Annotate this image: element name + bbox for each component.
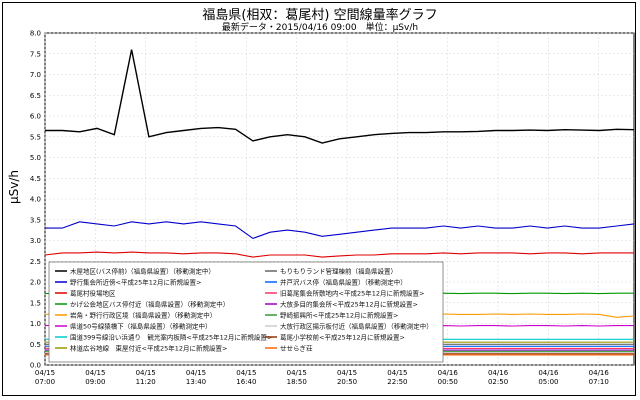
x-tick-time: 18:50 (287, 378, 307, 386)
legend-label: 国道399号線沿い浜通り 観光案内板隣<平成25年12月に新規設置> (70, 332, 272, 341)
y-tick-label: 2.0 (30, 279, 41, 287)
x-tick-date: 04/15 (136, 369, 156, 377)
series-line (44, 251, 634, 258)
y-tick-label: 1.0 (30, 320, 41, 328)
y-tick-label: 3.5 (30, 216, 41, 224)
legend-label: 野行集会所近傍<平成25年12月に新規設置> (70, 277, 201, 286)
y-tick-label: 4.0 (30, 196, 41, 204)
x-tick-date: 04/15 (387, 369, 407, 377)
y-tick-label: 4.5 (30, 175, 41, 183)
y-tick-label: 6.5 (30, 92, 41, 100)
y-tick-label: 6.0 (30, 113, 41, 121)
x-tick-date: 04/16 (438, 369, 459, 377)
y-tick-label: 5.5 (30, 133, 41, 141)
y-tick-label: 0.5 (30, 341, 41, 349)
x-tick-time: 07:10 (589, 378, 609, 386)
legend-label: かげ公会地区バス停付近（福島県設置）（移動測定中） (70, 299, 229, 308)
y-tick-label: 7.0 (30, 71, 41, 79)
legend-label: 葛尾小学校前<平成25年12月に新規設置> (280, 332, 405, 341)
y-tick-label: 0.0 (30, 362, 41, 370)
x-tick-time: 09:00 (85, 378, 105, 386)
legend-label: 岩角・野行行政区境（福島県設置）（移動測定中） (70, 310, 216, 319)
x-tick-date: 04/15 (85, 369, 105, 377)
x-tick-date: 04/16 (538, 369, 559, 377)
x-tick-date: 04/16 (589, 369, 610, 377)
legend-label: 葛尾村役場地区 (70, 288, 116, 297)
x-tick-time: 11:20 (136, 378, 156, 386)
x-tick-date: 04/15 (35, 369, 55, 377)
series-line (45, 49, 635, 144)
x-tick-time: 05:00 (538, 378, 558, 386)
x-tick-time: 16:40 (236, 378, 256, 386)
x-tick-time: 20:50 (337, 378, 357, 386)
x-tick-time: 13:40 (186, 378, 206, 386)
x-tick-date: 04/16 (488, 369, 509, 377)
chart-title: 福島県(相双：葛尾村) 空間線量率グラフ (202, 8, 438, 23)
legend-label: 大放多目的集会所<平成25年12月に新規設置> (280, 299, 418, 308)
x-tick-date: 04/15 (186, 369, 206, 377)
x-tick-time: 07:00 (35, 378, 55, 386)
y-tick-label: 1.5 (30, 299, 41, 307)
chart-subtitle: 最新データ・2015/04/16 09:00 単位：μSv/h (221, 23, 419, 33)
legend-label: 大放行政区揚示板付近（福島県設置）（移動測定中） (280, 321, 433, 330)
legend-label: 林道広谷地線 東屋付近<平成25年12月に新規設置> (70, 343, 227, 352)
legend: 木屋地区(バス停前)（福島県設置）（移動測定中） 野行集会所近傍<平成25年12月… (48, 261, 444, 363)
y-tick-label: 2.5 (30, 258, 41, 266)
x-tick-time: 00:50 (438, 378, 458, 386)
legend-label: 旧葛尾集会所敷地内<平成25年12月に新規設置> (280, 288, 424, 297)
legend-label: もりもりランド管理棟前（福島県設置） (280, 266, 397, 275)
y-tick-label: 5.0 (30, 154, 41, 162)
x-tick-date: 04/15 (287, 369, 307, 377)
y-tick-label: 3.0 (30, 237, 41, 245)
x-tick-date: 04/15 (337, 369, 357, 377)
legend-label: 県道50号線猿橋下（福島県設置）（移動測定中） (70, 321, 212, 330)
legend-box (48, 261, 444, 363)
series-line (45, 221, 635, 240)
legend-label: 野崎振興所<平成25年12月に新規設置> (280, 310, 398, 319)
x-tick-date: 04/15 (236, 369, 256, 377)
y-tick-label: 8.0 (30, 30, 41, 38)
legend-label: 木屋地区(バス停前)（福島県設置）（移動測定中） (70, 266, 215, 275)
y-tick-label: 7.5 (30, 50, 41, 58)
x-tick-time: 02:50 (488, 378, 508, 386)
x-tick-time: 22:50 (387, 378, 407, 386)
legend-label: せせらぎ荘 (280, 343, 313, 352)
legend-label: 井戸沢バス停（福島県設置）（移動測定中） (280, 277, 407, 286)
